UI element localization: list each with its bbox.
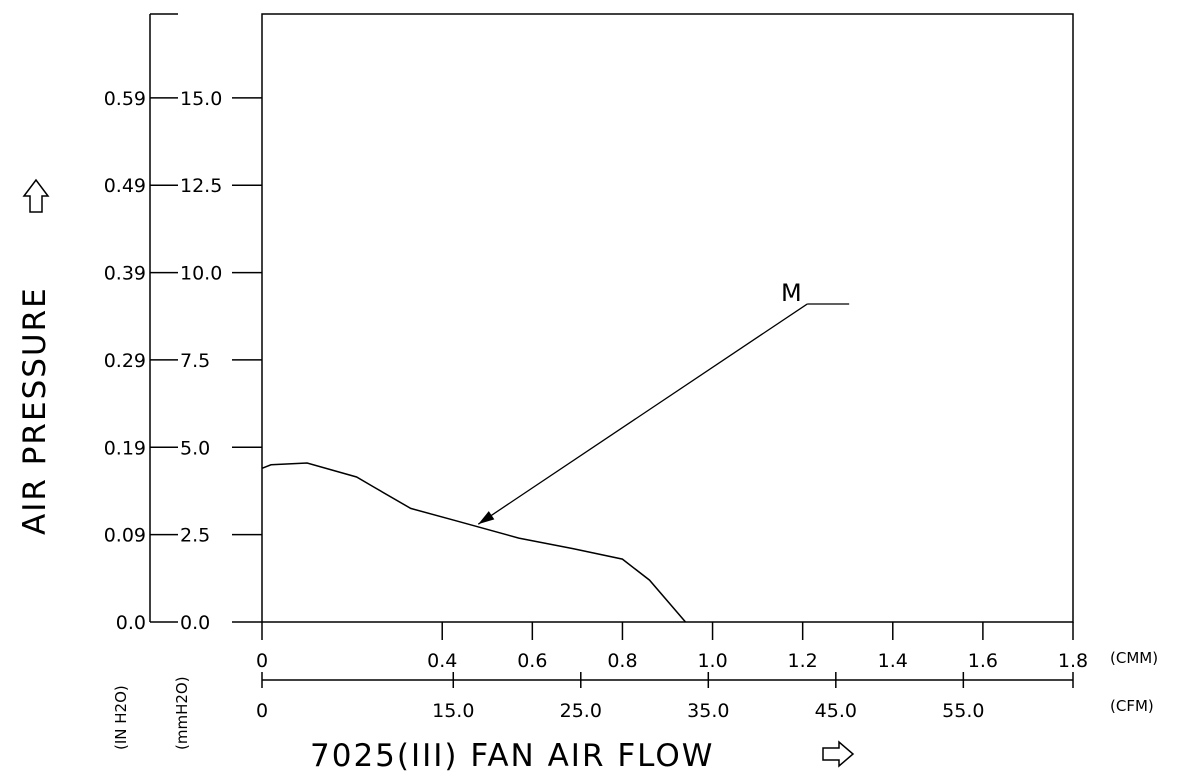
annotation-leader-line <box>477 303 808 525</box>
y-primary-tick-label: 2.5 <box>180 525 210 547</box>
x-secondary-tick-label: 55.0 <box>942 700 984 722</box>
x-primary-tick-label: 0.4 <box>427 650 457 672</box>
y-primary-tick-label: 15.0 <box>180 88 222 110</box>
x-primary-tick-label: 1.2 <box>788 650 818 672</box>
x-primary-tick-label: 1.8 <box>1058 650 1088 672</box>
y-axis-title: AIR PRESSURE <box>17 286 53 535</box>
y-secondary-tick-label: 0.19 <box>104 437 146 459</box>
y-secondary-tick-label: 0.09 <box>104 525 146 547</box>
x-primary-tick-label: 1.0 <box>697 650 727 672</box>
x-primary-tick-label: 0 <box>256 650 268 672</box>
x-secondary-tick-label: 25.0 <box>560 700 602 722</box>
y-primary-tick-label: 12.5 <box>180 175 222 197</box>
x-secondary-tick-label: 35.0 <box>687 700 729 722</box>
x-axis-right-arrow-icon <box>822 740 855 768</box>
y-primary-unit: (mmH2O) <box>173 676 191 750</box>
y-primary-tick-label: 5.0 <box>180 437 210 459</box>
annotation-arrowhead <box>478 511 495 525</box>
y-secondary-tick-label: 0.29 <box>104 350 146 372</box>
x-primary-tick-label: 0.8 <box>607 650 637 672</box>
y-secondary-tick-label: 0.0 <box>116 612 146 634</box>
x-primary-tick-label: 1.4 <box>878 650 908 672</box>
y-secondary-tick-label: 0.49 <box>104 175 146 197</box>
x-primary-unit: (CMM) <box>1110 649 1158 667</box>
y-secondary-tick-label: 0.39 <box>104 263 146 285</box>
y-primary-tick-label: 0.0 <box>180 612 210 634</box>
series-annotation-label: M <box>781 279 802 307</box>
x-secondary-tick-label: 15.0 <box>432 700 474 722</box>
x-axis-title: 7025(III) FAN AIR FLOW <box>310 738 714 774</box>
y-axis-up-arrow-icon <box>22 178 50 213</box>
x-primary-tick-label: 0.6 <box>517 650 547 672</box>
y-secondary-unit: (IN H2O) <box>112 685 130 750</box>
y-secondary-tick-label: 0.59 <box>104 88 146 110</box>
series-line <box>261 462 687 623</box>
y-primary-tick-label: 10.0 <box>180 263 222 285</box>
y-primary-tick-label: 7.5 <box>180 350 210 372</box>
plot-area-frame <box>261 13 1074 623</box>
x-secondary-tick-label: 45.0 <box>815 700 857 722</box>
x-secondary-tick-label: 0 <box>256 700 268 722</box>
x-primary-tick-label: 1.6 <box>968 650 998 672</box>
x-secondary-unit: (CFM) <box>1110 697 1154 715</box>
